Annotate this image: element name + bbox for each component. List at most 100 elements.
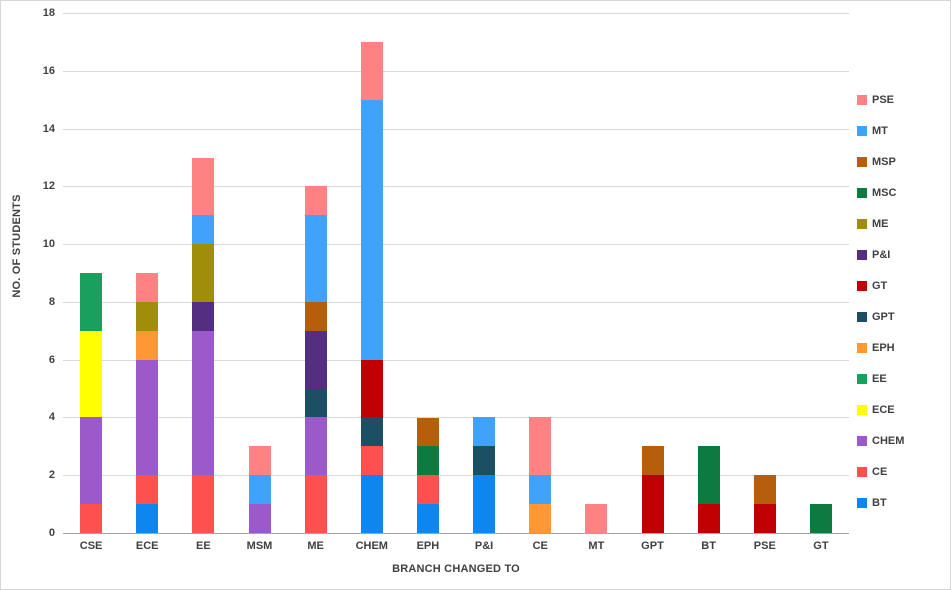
bar-segment-EPH-BT [416,504,439,533]
x-tick-label: MT [588,540,605,552]
bar-segment-P&I-BT [473,475,496,533]
bar-segment-ECE-CE [136,475,159,505]
x-tick-label: CE [532,540,548,552]
y-tick-label: 6 [48,353,55,366]
bar-segment-ECE-EPH [136,330,159,360]
legend-swatch-PSE [857,94,867,105]
y-tick-label: 4 [48,411,55,424]
legend-item-CHEM: CHEM [857,434,904,447]
bar-segment-P&I-MT [473,417,496,447]
bar-segment-ME-PSE [304,186,327,216]
legend-swatch-BT [857,497,867,508]
bar-segment-P&I-GPT [473,446,496,476]
legend-label: GPT [872,310,895,323]
bar-segment-MSM-PSE [248,446,271,476]
bar-segment-ECE-PSE [136,273,159,302]
bar-segment-CSE-EE [80,273,103,331]
x-tick-label: CHEM [355,540,388,552]
legend-label: PSE [872,93,895,106]
legend-label: MSP [872,155,896,168]
bar-segment-ECE-CHEM [136,359,159,476]
x-tick-label: ME [307,540,324,552]
bar-MT [585,504,608,533]
bar-segment-CHEM-GPT [360,417,383,447]
bar-segment-BT-GT [697,504,720,533]
bar-CHEM [360,41,383,533]
y-tick-label: 8 [48,295,55,308]
legend-item-EE: EE [857,372,904,385]
gridline [63,475,849,477]
legend-swatch-GT [857,280,867,291]
legend-swatch-CE [857,466,867,477]
legend-label: ECE [872,403,895,416]
bar-segment-EE-ME [192,244,215,302]
bar-segment-ME-P&I [304,330,327,389]
legend-item-MT: MT [857,124,904,137]
legend-swatch-EE [857,373,867,384]
plot-area: 0 2 4 6 8 10 12 14 16 18 CSE ECE EE MSM ME CHEM EPH P&I CE… [43,7,849,552]
bar-segment-ME-GPT [304,388,327,418]
y-tick-label: 0 [48,527,55,539]
legend-label: CHEM [872,434,905,447]
bar-segment-EE-CHEM [192,330,215,476]
legend-item-BT: BT [857,496,904,509]
bar-segment-EPH-MSC [416,446,439,476]
bar-segment-EE-MT [192,215,215,245]
bar-segment-EPH-MSP [416,417,439,447]
bar-segment-CHEM-BT [360,475,383,533]
x-tick-label: GT [813,540,829,552]
bar-segment-CSE-CE [80,504,103,533]
bar-MSM [248,446,271,533]
y-axis-title: NO. OF STUDENTS [11,194,23,298]
x-axis-line [63,533,849,534]
bar-segment-ME-MT [304,215,327,302]
legend-label: ME [872,217,889,230]
legend-item-ECE: ECE [857,403,904,416]
legend-item-ME: ME [857,217,904,230]
bar-BT [697,446,720,533]
legend-label: P&I [872,248,891,261]
legend-item-P&I: P&I [857,248,904,261]
legend-item-CE: CE [857,465,904,478]
bar-segment-EPH-CE [416,475,439,505]
x-tick-label: ECE [135,540,159,552]
legend-item-GPT: GPT [857,310,904,323]
bar-segment-ECE-ME [136,301,159,331]
x-tick-label: EE [196,540,211,552]
gridline [63,301,849,303]
bar-PSE [753,475,776,533]
gridline [63,128,849,130]
bar-segment-CHEM-GT [360,359,383,418]
legend-swatch-MSC [857,187,867,198]
legend-swatch-ECE [857,404,867,415]
bar-segment-EE-CE [192,475,215,533]
y-tick-label: 16 [42,64,55,77]
bar-ME [304,186,327,533]
bar-GPT [641,446,664,533]
x-axis-title: BRANCH CHANGED TO [392,563,520,575]
bar-segment-ME-CHEM [304,417,327,476]
gridline [63,13,849,14]
bar-P&I [473,417,496,533]
legend-label: MT [872,124,888,137]
x-tick-label: EPH [416,540,440,552]
gridline [63,417,849,419]
legend-item-MSP: MSP [857,155,904,168]
legend-label: EE [872,372,887,385]
legend-label: GT [872,279,888,292]
y-tick-label: 2 [48,469,55,482]
x-tick-label: GPT [641,540,664,552]
gridline [63,70,849,72]
legend-item-GT: GT [857,279,904,292]
bar-segment-CSE-CHEM [80,417,103,505]
x-tick-label: BT [701,540,716,552]
legend-swatch-MT [857,125,867,136]
x-tick-label: P&I [474,540,494,552]
y-tick-label: 14 [42,122,55,135]
bar-segment-CHEM-CE [360,446,383,476]
y-tick-label: 18 [42,7,55,19]
bar-EE [192,157,215,533]
legend-item-PSE: PSE [857,93,904,106]
bar-segment-ECE-BT [136,504,159,533]
